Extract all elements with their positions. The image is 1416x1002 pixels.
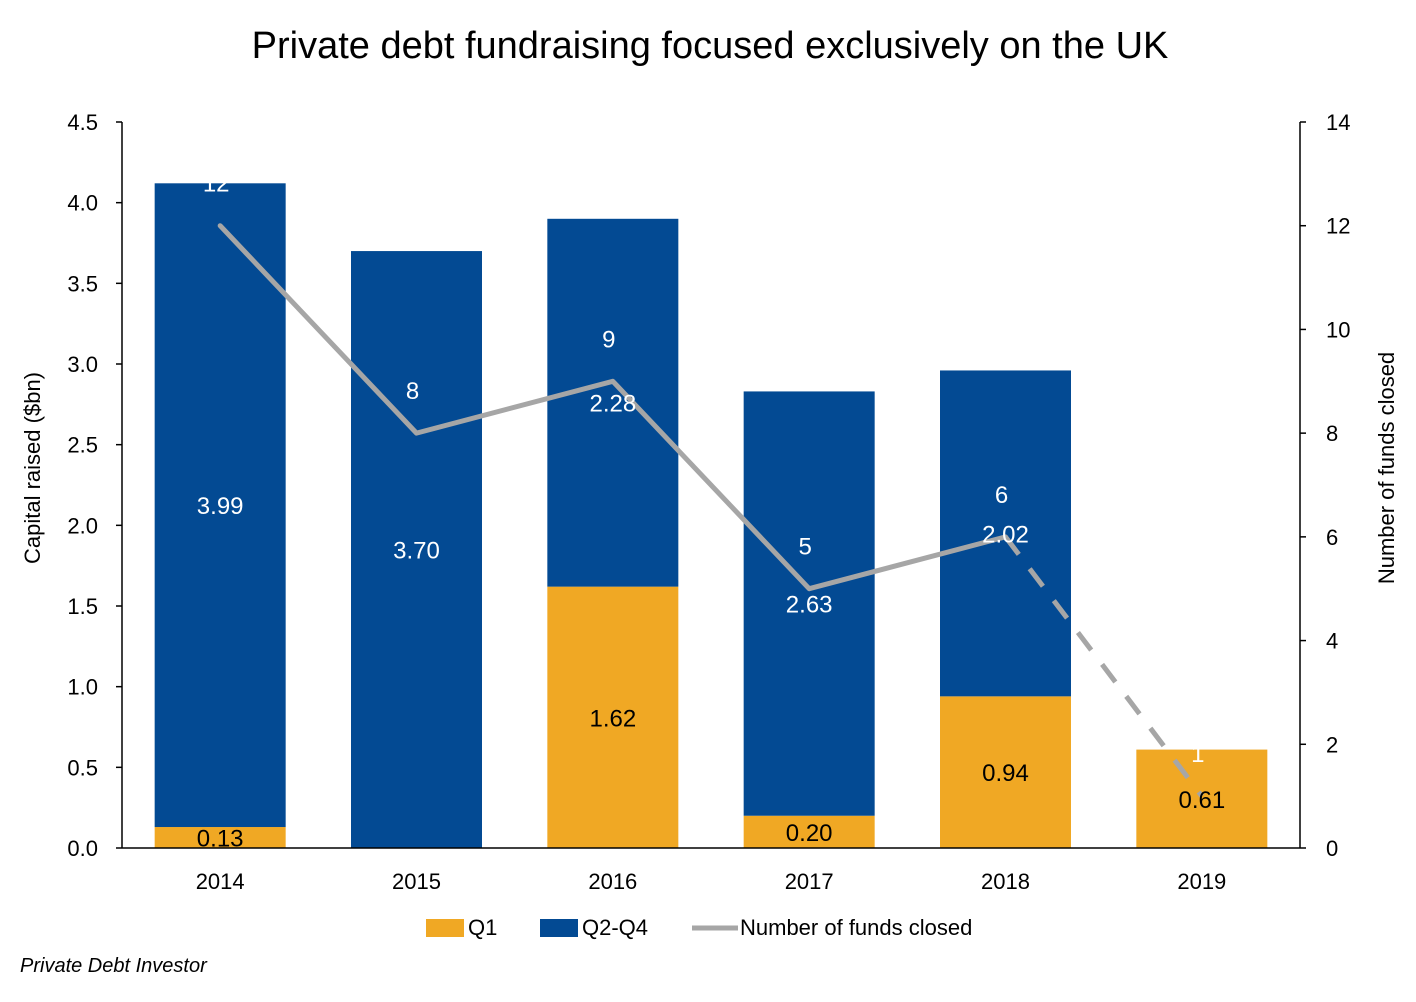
x-tick-label-2014: 2014 <box>196 869 245 894</box>
label-q2-q4-2014: 3.99 <box>197 493 244 520</box>
y-tick-label-7: 3.5 <box>67 271 98 296</box>
y2-tick-label-6: 12 <box>1326 214 1350 239</box>
label-funds-2016: 9 <box>602 326 615 353</box>
y-tick-label-0: 0.0 <box>67 836 98 861</box>
label-q2-q4-2016: 2.28 <box>589 391 636 418</box>
line-layer <box>217 223 1204 798</box>
label-funds-2017: 5 <box>798 534 811 561</box>
label-funds-2019: 1 <box>1191 741 1204 768</box>
x-tick-label-2016: 2016 <box>588 869 637 894</box>
y-tick-label-3: 1.5 <box>67 594 98 619</box>
bar-q2-q4-2015 <box>351 251 482 849</box>
label-funds-2014: 12 <box>203 171 230 198</box>
bar-q2-q4-2018 <box>940 370 1071 697</box>
label-q2-q4-2018: 2.02 <box>982 521 1029 548</box>
y-tick-label-5: 2.5 <box>67 433 98 458</box>
y-axis-title: Capital raised ($bn) <box>20 372 45 564</box>
y2-tick-label-7: 14 <box>1326 110 1350 135</box>
chart-title: Private debt fundraising focused exclusi… <box>252 25 1169 67</box>
y2-tick-label-2: 4 <box>1326 629 1338 654</box>
x-axis-ticks: 2014 2015 2016 2017 2018 2019 <box>196 869 1227 894</box>
bar-q1-2019 <box>1136 749 1268 848</box>
line-funds-closed <box>217 223 1008 592</box>
y-tick-label-2: 1.0 <box>67 675 98 700</box>
y-tick-label-8: 4.0 <box>67 191 98 216</box>
legend: Q1 Q2-Q4 Number of funds closed <box>426 915 972 940</box>
y-tick-label-4: 2.0 <box>67 513 98 538</box>
bar-q2-q4-2016 <box>547 218 679 587</box>
legend-swatch-q1 <box>426 919 464 937</box>
legend-swatch-q2-q4 <box>540 919 578 937</box>
label-q1-2016: 1.62 <box>589 705 636 732</box>
legend-label-q1: Q1 <box>468 915 497 940</box>
y-tick-label-9: 4.5 <box>67 110 98 135</box>
bar-q2-q4-2014 <box>154 183 286 828</box>
y2-tick-label-4: 8 <box>1326 421 1338 446</box>
label-q2-q4-2015: 3.70 <box>393 538 440 565</box>
bar-q1-2014 <box>154 827 286 848</box>
labels-layer: 0.133.993.701.622.280.202.630.942.020.61… <box>197 171 1225 853</box>
x-tick-label-2017: 2017 <box>785 869 834 894</box>
x-tick-label-2015: 2015 <box>392 869 441 894</box>
legend-label-funds: Number of funds closed <box>740 915 972 940</box>
x-tick-label-2018: 2018 <box>981 869 1030 894</box>
bars-layer <box>154 183 1268 849</box>
line-funds-closed-dashed-segment <box>1003 535 1204 798</box>
label-funds-2015: 8 <box>406 378 419 405</box>
bar-q1-2016 <box>547 586 679 848</box>
bar-q1-2017 <box>743 815 875 848</box>
label-q1-2019: 0.61 <box>1178 787 1225 814</box>
y2-tick-label-1: 2 <box>1326 732 1338 757</box>
right-axis: 0 2 4 6 8 10 12 14 <box>1299 110 1350 861</box>
y2-tick-label-0: 0 <box>1326 836 1338 861</box>
label-q1-2018: 0.94 <box>982 760 1029 787</box>
y-tick-label-6: 3.0 <box>67 352 98 377</box>
bar-q1-2018 <box>940 696 1071 848</box>
source-note: Private Debt Investor <box>20 955 208 977</box>
y2-tick-label-3: 6 <box>1326 525 1338 550</box>
y-tick-label-1: 0.5 <box>67 755 98 780</box>
legend-label-q2-q4: Q2-Q4 <box>582 915 648 940</box>
label-q1-2017: 0.20 <box>786 820 833 847</box>
y2-tick-label-5: 10 <box>1326 317 1350 342</box>
y2-axis-title: Number of funds closed <box>1374 352 1399 584</box>
label-q2-q4-2017: 2.63 <box>786 592 833 619</box>
left-axis: 0.0 0.5 1.0 1.5 2.0 2.5 3.0 3.5 4.0 4.5 <box>67 110 123 861</box>
label-funds-2018: 6 <box>995 482 1008 509</box>
x-tick-label-2019: 2019 <box>1177 869 1226 894</box>
bar-q2-q4-2017 <box>743 391 875 816</box>
